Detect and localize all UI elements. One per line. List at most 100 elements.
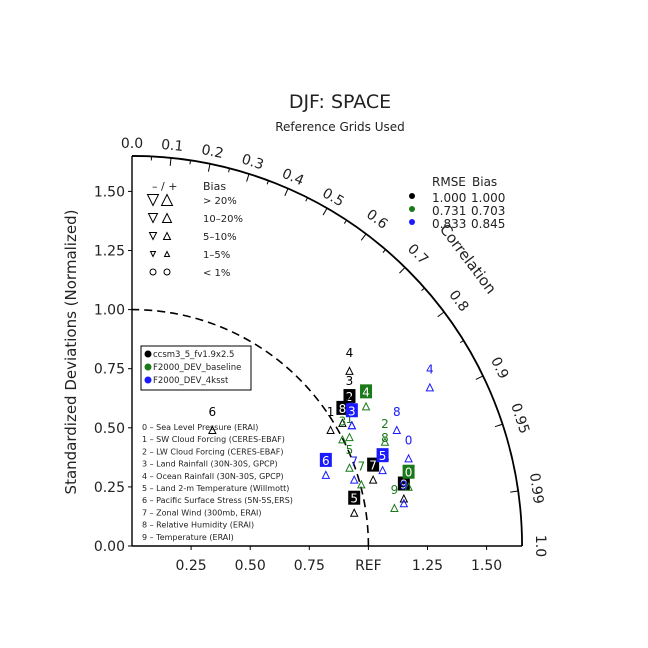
correlation-tick-label: 0.6 bbox=[363, 206, 390, 232]
data-point-label: 4 bbox=[426, 362, 434, 376]
data-point-label: 7 bbox=[369, 459, 377, 473]
x-tick-label: 1.50 bbox=[471, 558, 502, 574]
data-point-label: 5 bbox=[346, 443, 354, 457]
bias-legend-up-triangle bbox=[162, 231, 172, 240]
rmse-value: 0.833 bbox=[432, 217, 466, 231]
correlation-tick bbox=[475, 375, 484, 380]
data-point-label: 3 bbox=[346, 374, 354, 388]
bias-legend-sign: – / + bbox=[152, 180, 177, 193]
data-point-bias-marker bbox=[392, 425, 402, 434]
data-point-bias-marker bbox=[390, 503, 399, 512]
correlation-minor-tick bbox=[459, 340, 464, 344]
y-tick-label: 1.50 bbox=[94, 184, 125, 200]
correlation-tick-label: 1.0 bbox=[532, 535, 548, 557]
bias-legend-label: 1–5% bbox=[203, 250, 230, 261]
rmse-header: RMSE bbox=[432, 175, 466, 189]
correlation-tick-label: 0.0 bbox=[121, 136, 143, 152]
correlation-tick bbox=[207, 163, 211, 172]
data-point-label: 9 bbox=[400, 478, 408, 492]
bias-legend-label: 10–20% bbox=[203, 214, 243, 225]
data-point-bias-marker bbox=[338, 418, 347, 427]
bias-legend-label: 5–10% bbox=[203, 232, 237, 243]
chart-subtitle: Reference Grids Used bbox=[275, 120, 405, 134]
variable-legend-item: 4 – Ocean Rainfall (30N-30S, GPCP) bbox=[142, 472, 284, 481]
ref-label: REF bbox=[355, 558, 382, 574]
data-point-bias-marker bbox=[404, 453, 413, 463]
data-point-bias-marker bbox=[345, 432, 354, 442]
correlation-minor-tick bbox=[382, 249, 386, 253]
data-point-bias-marker bbox=[404, 482, 413, 491]
bias-header: Bias bbox=[472, 175, 497, 189]
correlation-tick-label: 0.9 bbox=[487, 355, 511, 382]
data-point-bias-marker bbox=[349, 475, 359, 484]
rmse-row-marker bbox=[409, 206, 415, 212]
variable-legend-item: 8 – Relative Humidity (ERAI) bbox=[142, 521, 254, 530]
bias-value: 1.000 bbox=[471, 191, 505, 205]
plot-points: 123456789012345789013456789 bbox=[208, 346, 435, 517]
data-point-label: 0 bbox=[405, 433, 413, 447]
legends: – / + Bias > 20% 10–20% 5–10% 1–5% < 1% RMSE Bia… bbox=[140, 175, 505, 542]
bias-legend-down-triangle bbox=[148, 232, 158, 241]
bias-legend-header: Bias bbox=[203, 180, 226, 193]
data-point-label: 4 bbox=[346, 346, 354, 360]
correlation-minor-tick bbox=[305, 197, 308, 202]
data-point-label: 3 bbox=[339, 414, 347, 428]
bias-legend-down-triangle bbox=[147, 213, 159, 224]
data-point-box bbox=[348, 490, 361, 505]
data-point-box bbox=[367, 457, 380, 472]
correlation-tick-label: 0.7 bbox=[404, 241, 431, 268]
y-tick-label: 1.00 bbox=[94, 303, 125, 319]
data-point-label: 5 bbox=[379, 449, 387, 463]
data-point-bias-marker bbox=[378, 465, 387, 475]
correlation-tick-label: 0.95 bbox=[507, 401, 532, 436]
rmse-row-marker bbox=[409, 219, 415, 225]
correlation-tick bbox=[246, 173, 250, 182]
y-tick-label: 0.50 bbox=[94, 421, 125, 437]
data-point-bias-marker bbox=[347, 420, 357, 430]
data-point-bias-marker bbox=[356, 479, 366, 489]
data-point-label: 7 bbox=[350, 455, 358, 469]
variable-legend-item: 0 – Sea Level Pressure (ERAI) bbox=[142, 423, 258, 432]
bias-legend-circle bbox=[149, 268, 157, 276]
model-legend-marker bbox=[144, 350, 152, 358]
bias-legend-down-triangle bbox=[149, 251, 157, 258]
bias-legend-label: > 20% bbox=[203, 196, 237, 207]
data-point-label: 7 bbox=[357, 459, 365, 473]
x-tick-label: 0.50 bbox=[235, 558, 266, 574]
x-tick-label: 0.25 bbox=[176, 558, 207, 574]
data-point-label: 5 bbox=[350, 492, 358, 506]
data-point-box bbox=[402, 464, 415, 479]
data-point-box bbox=[360, 384, 373, 399]
data-point-label: 6 bbox=[322, 454, 330, 468]
correlation-tick bbox=[437, 311, 445, 318]
data-point-label: 6 bbox=[209, 405, 217, 419]
y-tick-label: 0.25 bbox=[94, 480, 125, 496]
data-point-bias-marker bbox=[349, 508, 359, 517]
data-point-box bbox=[345, 403, 358, 418]
correlation-tick-label: 0.99 bbox=[526, 472, 546, 505]
correlation-minor-tick bbox=[266, 180, 269, 185]
data-point-label: 9 bbox=[391, 483, 399, 497]
data-point-label: 9 bbox=[400, 478, 408, 492]
model-legend-label: F2000_DEV_4ksst bbox=[153, 376, 229, 386]
correlation-minor-tick bbox=[421, 287, 425, 292]
data-point-label: 1 bbox=[346, 412, 354, 426]
data-point-bias-marker bbox=[345, 366, 354, 375]
bias-legend-down-triangle bbox=[146, 194, 160, 207]
data-point-bias-marker bbox=[321, 470, 331, 479]
model-legend-label: ccsm3_5_fv1.9x2.5 bbox=[153, 350, 234, 360]
model-legend-box bbox=[140, 345, 252, 391]
bias-value: 0.845 bbox=[471, 217, 505, 231]
y-axis-label: Standardized Deviations (Normalized) bbox=[62, 210, 80, 495]
bias-legend-up-triangle bbox=[163, 250, 171, 257]
variable-legend-item: 5 – Land 2-m Temperature (Willmott) bbox=[142, 484, 289, 493]
data-point-bias-marker bbox=[425, 382, 435, 392]
variable-legend-item: 1 – SW Cloud Forcing (CERES-EBAF) bbox=[142, 435, 285, 444]
model-legend-marker bbox=[144, 363, 152, 371]
data-point-label: 2 bbox=[381, 417, 389, 431]
data-point-bias-marker bbox=[399, 498, 409, 508]
bias-legend-label: < 1% bbox=[203, 268, 230, 279]
x-tick-label: 0.75 bbox=[294, 558, 325, 574]
data-point-label: 8 bbox=[339, 402, 347, 416]
